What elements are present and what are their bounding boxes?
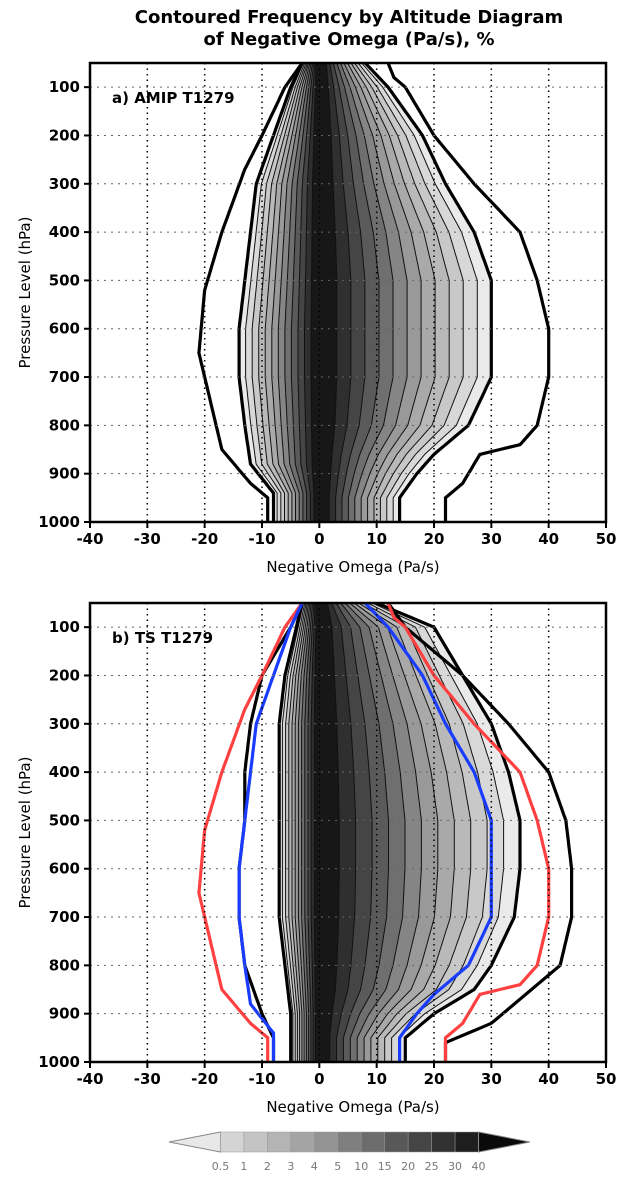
x-axis-label-a: Negative Omega (Pa/s) [266,558,439,576]
colorbar-segment [454,1131,479,1153]
colorbar: 0.5 1 2 3 4 5 10 15 20 25 30 40 [168,1131,531,1173]
x-tick-label-b: 20 [424,1070,445,1088]
contour-reference-outer-right-b [386,603,551,1062]
colorbar-segment [314,1131,339,1153]
y-tick-label-a: 300 [49,175,80,193]
contour-second-left-b [277,603,304,1062]
y-tick-label-b: 900 [49,1005,80,1023]
x-tick-label-b: -40 [76,1070,103,1088]
figure-title-line-2: of Negative Omega (Pa/s), % [203,29,494,50]
colorbar-level-label: 4 [311,1160,318,1173]
x-tick-label-b: 30 [481,1070,502,1088]
x-tick-label-a: -20 [191,530,218,548]
plot-frame-b [88,601,608,1064]
y-tick-label-a: 500 [49,271,80,289]
contour-second-right-a [364,63,493,522]
panel-b: -40 -30 -20 -10 0 10 20 30 40 50 100 200 300 400 500 60… [16,601,617,1116]
contour-outermost-left-a [197,63,304,522]
panel-label-b: b) TS T1279 [112,629,213,647]
y-tick-label-b: 100 [49,618,80,636]
colorbar-segment [337,1131,362,1153]
y-tick-label-b: 400 [49,763,80,781]
x-axis-label-b: Negative Omega (Pa/s) [266,1098,439,1116]
colorbar-level-label: 3 [287,1160,294,1173]
x-tick-label-b: 40 [538,1070,559,1088]
y-tick-label-a: 200 [49,126,80,144]
contour-second-right-b [376,603,522,1062]
y-tick-label-b: 500 [49,811,80,829]
plot-content-b [197,603,574,1062]
contour-reference-second-left-b [237,603,304,1062]
plot-content-a [197,63,551,522]
colorbar-segment [168,1131,221,1153]
x-tick-label-a: 50 [596,530,617,548]
colorbar-segment [220,1131,245,1153]
y-tick-label-b: 800 [49,956,80,974]
colorbar-level-label: 10 [354,1160,368,1173]
contour-second-left-a [237,63,304,522]
x-tick-label-a: 20 [424,530,445,548]
colorbar-segment [290,1131,315,1153]
contour-reference-second-right-b [364,603,493,1062]
y-tick-label-a: 400 [49,223,80,241]
x-tick-label-b: -30 [134,1070,161,1088]
colorbar-level-label: 15 [378,1160,392,1173]
x-tick-label-a: -40 [76,530,103,548]
colorbar-segment [478,1131,531,1153]
x-tick-label-b: 50 [596,1070,617,1088]
colorbar-level-label: 0.5 [212,1160,230,1173]
contour-outermost-right-a [386,63,551,522]
y-tick-label-a: 800 [49,416,80,434]
x-tick-label-a: 10 [366,530,387,548]
colorbar-segment [431,1131,456,1153]
y-tick-label-a: 100 [49,78,80,96]
y-tick-label-a: 700 [49,368,80,386]
figure-title-line-1: Contoured Frequency by Altitude Diagram [135,7,564,28]
x-tick-label-a: 0 [314,530,324,548]
plot-frame-a [88,61,608,524]
colorbar-segment [243,1131,268,1153]
colorbar-segment [407,1131,432,1153]
panel-label-a: a) AMIP T1279 [112,89,235,107]
colorbar-segment [267,1131,292,1153]
y-tick-label-b: 700 [49,908,80,926]
y-tick-label-a: 900 [49,465,80,483]
colorbar-level-label: 20 [401,1160,415,1173]
colorbar-level-label: 25 [425,1160,439,1173]
colorbar-level-label: 30 [448,1160,462,1173]
y-axis-label-b: Pressure Level (hPa) [16,757,34,909]
y-tick-label-a: 600 [49,320,80,338]
x-tick-label-b: -10 [248,1070,275,1088]
y-tick-label-b: 300 [49,715,80,733]
y-tick-label-a: 1000 [38,513,80,531]
contour-level-12-b [313,603,340,1062]
colorbar-level-label: 40 [472,1160,486,1173]
colorbar-segment [384,1131,409,1153]
x-tick-label-a: -30 [134,530,161,548]
colorbar-level-label: 2 [264,1160,271,1173]
y-axis-label-a: Pressure Level (hPa) [16,217,34,369]
y-tick-label-b: 1000 [38,1053,80,1071]
colorbar-level-label: 5 [334,1160,341,1173]
contour-level-12-a [310,63,338,522]
x-tick-label-a: 40 [538,530,559,548]
y-tick-label-b: 600 [49,860,80,878]
x-tick-label-a: -10 [248,530,275,548]
panel-a: -40 -30 -20 -10 0 10 20 30 40 50 100 200 300 400 500 60… [16,61,617,576]
colorbar-segment [360,1131,385,1153]
x-tick-label-b: 10 [366,1070,387,1088]
x-tick-label-a: 30 [481,530,502,548]
x-tick-label-b: 0 [314,1070,324,1088]
colorbar-level-label: 1 [240,1160,247,1173]
contour-reference-outer-left-b [197,603,304,1062]
x-tick-label-b: -20 [191,1070,218,1088]
y-tick-label-b: 200 [49,666,80,684]
